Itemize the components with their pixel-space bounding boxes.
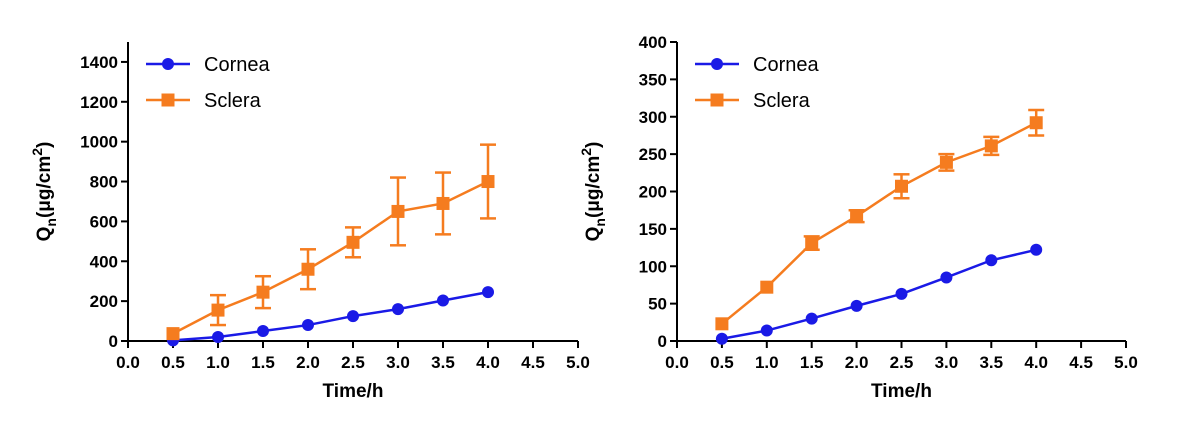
x-tick-label: 1.5 xyxy=(251,353,275,372)
data-point xyxy=(437,294,449,307)
series-line xyxy=(172,290,489,342)
x-tick-label: 0.0 xyxy=(116,353,140,372)
x-axis-title: Time/h xyxy=(323,381,384,402)
x-tick-label: 0.5 xyxy=(161,353,185,372)
data-point xyxy=(715,332,728,345)
data-point xyxy=(895,287,908,300)
x-tick-label: 2.5 xyxy=(341,353,365,372)
chart-right: 0.0 0.5 1.0 1.5 2.0 2.5 3.0 3.5 4.0 4.5 5.0 0 50 100 1… xyxy=(578,33,1138,402)
y-tick-label: 200 xyxy=(90,292,118,311)
data-point xyxy=(985,254,998,267)
data-point xyxy=(895,179,908,193)
x-tick-label: 0.5 xyxy=(710,353,734,372)
y-tick-label: 1000 xyxy=(80,133,118,152)
series-sclera: Sclera xyxy=(695,90,1045,331)
data-point xyxy=(850,299,863,312)
data-point xyxy=(347,310,359,323)
data-point xyxy=(481,175,495,189)
data-point xyxy=(166,327,180,341)
x-axis-title: Time/h xyxy=(871,381,932,402)
data-point xyxy=(760,280,774,294)
x-tick-label: 3.5 xyxy=(431,353,455,372)
y-tick-label: 200 xyxy=(639,183,667,202)
data-point xyxy=(850,209,864,223)
data-point xyxy=(805,236,819,250)
y-tick-label: 400 xyxy=(90,252,118,271)
data-point xyxy=(1029,116,1043,130)
series-line xyxy=(721,248,1037,340)
legend-marker xyxy=(162,58,174,70)
legend-marker xyxy=(711,58,723,70)
data-point xyxy=(211,303,225,317)
x-tick-label: 1.5 xyxy=(800,353,824,372)
legend-label: Cornea xyxy=(753,54,819,76)
data-point xyxy=(302,319,314,332)
y-tick-label: 600 xyxy=(90,212,118,231)
y-tick-label: 250 xyxy=(639,145,667,164)
data-point xyxy=(257,325,269,338)
x-tick-label: 3.0 xyxy=(935,353,959,372)
data-point xyxy=(212,331,224,344)
x-tick-label: 2.0 xyxy=(296,353,320,372)
y-tick-label: 50 xyxy=(648,295,667,314)
data-point xyxy=(256,285,270,299)
series-cornea: Cornea xyxy=(695,54,1043,345)
data-point xyxy=(436,196,450,210)
x-tick-label: 4.0 xyxy=(476,353,500,372)
data-point xyxy=(984,139,998,153)
chart-left: 0.0 0.5 1.0 1.5 2.0 2.5 3.0 3.5 4.0 4.5 5.0 0 200 400… xyxy=(29,42,590,402)
legend-label: Cornea xyxy=(204,54,270,76)
x-tick-label: 5.0 xyxy=(566,353,590,372)
x-tick-label: 3.5 xyxy=(979,353,1003,372)
legend-marker xyxy=(710,93,724,107)
series-line xyxy=(172,180,489,335)
x-tick-label: 5.0 xyxy=(1114,353,1138,372)
series-line xyxy=(721,121,1037,325)
data-point xyxy=(805,312,818,325)
x-tick-label: 1.0 xyxy=(755,353,779,372)
legend-marker xyxy=(161,93,175,107)
y-tick-label: 150 xyxy=(639,220,667,239)
y-tick-label: 1200 xyxy=(80,93,118,112)
x-tick-label: 2.0 xyxy=(845,353,869,372)
data-point xyxy=(939,155,953,169)
y-tick-label: 800 xyxy=(90,173,118,192)
y-tick-label: 0 xyxy=(658,332,667,351)
x-tick-label: 4.5 xyxy=(521,353,545,372)
data-point xyxy=(482,286,494,299)
y-tick-label: 1400 xyxy=(80,53,118,72)
y-tick-label: 350 xyxy=(639,70,667,89)
y-tick-label: 0 xyxy=(109,332,118,351)
data-point xyxy=(1030,243,1043,256)
data-point xyxy=(391,204,405,218)
x-tick-label: 0.0 xyxy=(665,353,689,372)
x-tick-label: 4.5 xyxy=(1069,353,1093,372)
data-point xyxy=(301,262,315,276)
data-point xyxy=(760,324,773,337)
y-tick-label: 300 xyxy=(639,108,667,127)
x-tick-label: 3.0 xyxy=(386,353,410,372)
data-point xyxy=(940,271,953,284)
data-point xyxy=(715,317,729,331)
y-tick-label: 100 xyxy=(639,257,667,276)
y-axis-title: Qn(μg/cm2) xyxy=(29,142,59,242)
x-tick-label: 2.5 xyxy=(890,353,914,372)
data-point xyxy=(392,303,404,316)
series-sclera: Sclera xyxy=(146,90,496,341)
legend-label: Sclera xyxy=(753,90,811,112)
x-tick-label: 4.0 xyxy=(1024,353,1048,372)
data-point xyxy=(346,235,360,249)
y-axis-title: Qn(μg/cm2) xyxy=(578,142,608,242)
legend-label: Sclera xyxy=(204,90,262,112)
y-tick-label: 400 xyxy=(639,33,667,52)
x-tick-label: 1.0 xyxy=(206,353,230,372)
